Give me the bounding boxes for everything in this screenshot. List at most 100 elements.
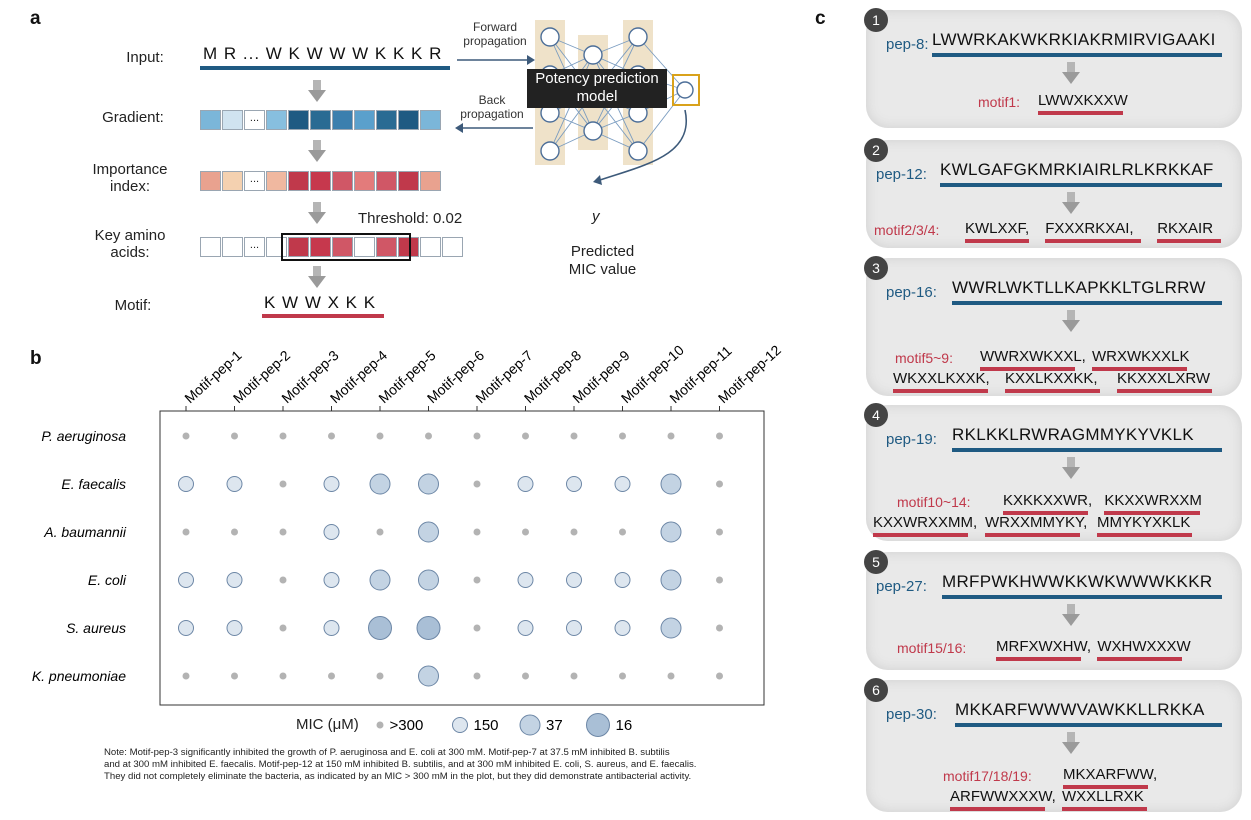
sequence-cell: [420, 110, 441, 130]
mic-bubble: [416, 616, 441, 640]
mic-bubble: [566, 572, 582, 588]
mic-bubble: [178, 620, 194, 636]
mic-bubble: [226, 476, 243, 492]
gradient-label: Gradient:: [102, 109, 164, 126]
chart-note: Note: Motif-pep-3 significantly inhibite…: [104, 747, 696, 783]
mic-bubble: [178, 572, 194, 588]
mic-bubble: [323, 620, 340, 636]
mic-bubble: [566, 476, 582, 492]
motif-sequence: KXKKXXWR,: [1003, 492, 1093, 509]
back-line1: Back: [478, 93, 506, 107]
motif-underline: [950, 807, 1046, 811]
mic-bubble: [473, 672, 481, 680]
panel-label-c: c: [815, 8, 826, 29]
row-label: P. aeruginosa: [41, 428, 126, 444]
note-line2: and at 300 mM inhibited E. faecalis. Mot…: [104, 759, 697, 770]
mic-bubble: [716, 576, 723, 584]
mic-bubble: [614, 476, 631, 492]
mic-bubble: [418, 665, 439, 687]
sequence-cell: [310, 237, 331, 257]
arrow-down-icon: [1062, 742, 1080, 754]
motif-label: motif10~14:: [897, 494, 971, 510]
motif-sequence: WXXLLRXK: [1062, 788, 1144, 805]
pep-motif-card: [866, 258, 1242, 396]
motif-underline: [1157, 239, 1221, 243]
mic-bubble: [182, 672, 190, 680]
input-sequence: M R ... W K W W W K K K R: [203, 44, 443, 63]
mic-bubble: [418, 569, 439, 591]
motif-underline: [985, 533, 1081, 537]
arrow-down-icon: [1067, 604, 1075, 614]
legend-bubble: [519, 714, 541, 736]
motif-sequence: WRXWKXXLK: [1092, 348, 1190, 365]
mic-bubble: [660, 617, 682, 639]
y-label: y: [592, 208, 600, 225]
forward-propagation-label: Forward propagation: [455, 20, 535, 48]
arrow-down-icon: [1062, 320, 1080, 332]
pep-sequence: KWLGAFGKMRKIAIRLRLKRKKAF: [940, 160, 1214, 179]
mic-bubble: [226, 620, 243, 636]
panel-label-a: a: [30, 8, 41, 29]
legend-bubble: [452, 717, 468, 733]
motif-underline: [1097, 533, 1193, 537]
mic-bubble: [517, 476, 534, 492]
arrow-down-icon: [1067, 457, 1075, 467]
pep-label: pep-12:: [876, 166, 927, 183]
mic-bubble: [376, 672, 384, 680]
pep-underline: [940, 183, 1222, 187]
pep-label: pep-16:: [886, 284, 937, 301]
motif-underline: [980, 367, 1076, 371]
sequence-cell: [266, 110, 287, 130]
sequence-cell: [398, 171, 419, 191]
mic-bubble: [716, 528, 723, 536]
arrow-down-icon: [313, 266, 321, 276]
plot-frame: [159, 410, 765, 706]
pep-underline: [952, 301, 1222, 305]
motif-underline: [873, 533, 969, 537]
motif-sequence: FXXXRKXAI,: [1045, 220, 1134, 237]
mic-bubble: [323, 572, 340, 588]
pep-label: pep-27:: [876, 578, 927, 595]
mic-bubble: [328, 672, 335, 680]
forward-arrow-icon: [457, 55, 535, 65]
sequence-cell: [222, 237, 243, 257]
threshold-label: Threshold: 0.02: [358, 210, 463, 227]
mic-bubble: [522, 432, 529, 440]
sequence-cell: [288, 171, 309, 191]
key-amino-label: Key amino acids:: [55, 227, 205, 261]
key-cells: ...: [200, 237, 464, 257]
motif-sequence: KKXXWRXXM: [1104, 492, 1202, 509]
row-label: E. faecalis: [61, 476, 126, 492]
arrow-down-icon: [1062, 72, 1080, 84]
pep-sequence: RKLKKLRWRAGMMYKYVKLK: [952, 425, 1194, 444]
motif-label: motif5~9:: [895, 350, 953, 366]
forward-line1: Forward: [472, 20, 517, 34]
sequence-cell: ...: [244, 237, 265, 257]
pep-sequence: WWRLWKTLLKAPKKLTGLRRW: [952, 278, 1206, 297]
sequence-cell: [288, 110, 309, 130]
threshold-box: [281, 233, 411, 261]
motif-label: Motif:: [114, 297, 152, 314]
mic-bubble: [182, 528, 190, 536]
mic-bubble: [473, 480, 481, 488]
mic-bubble: [279, 576, 287, 584]
mic-bubble: [323, 476, 340, 492]
sequence-cell: ...: [244, 110, 265, 130]
mic-bubble: [279, 528, 287, 536]
legend-label: 37: [546, 717, 563, 734]
row-label: E. coli: [88, 572, 127, 588]
legend-label: 16: [616, 717, 633, 734]
motif-sequence: WKXXLKXXK,: [893, 370, 990, 387]
neural-network-diagram: [535, 20, 700, 185]
importance-label-line2: index:: [109, 178, 151, 195]
back-arrow-icon: [455, 123, 533, 133]
forward-line2: propagation: [463, 34, 527, 48]
mic-bubble: [279, 480, 287, 488]
sequence-cell: [266, 171, 287, 191]
motif-sequence: LWWXKXXW: [1038, 92, 1128, 109]
mic-bubble: [614, 620, 631, 636]
motif-label: motif1:: [978, 94, 1021, 110]
pep-sequence: MRFPWKHWWKKWKWWWKKKR: [942, 572, 1213, 591]
mic-bubble: [660, 473, 682, 495]
pep-underline: [932, 53, 1222, 57]
